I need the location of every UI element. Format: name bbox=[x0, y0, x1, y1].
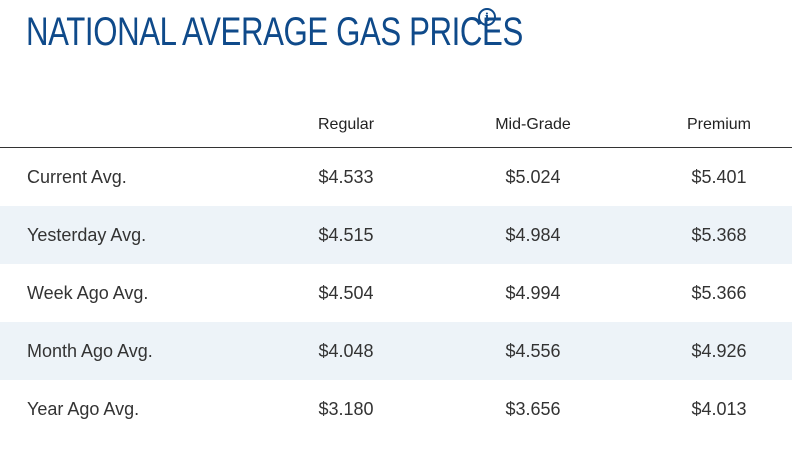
cell-mid-grade: $5.024 bbox=[505, 167, 561, 187]
cell-mid-grade: $4.994 bbox=[505, 283, 561, 303]
cell-premium: $4.013 bbox=[691, 399, 747, 419]
column-header-regular: Regular bbox=[317, 116, 375, 133]
page-title: NATIONAL AVERAGE GAS PRICES bbox=[26, 10, 523, 54]
row-label: Year Ago Avg. bbox=[27, 399, 140, 419]
table-row: Year Ago Avg. $3.180 $3.656 $4.013 bbox=[0, 380, 792, 438]
column-header-premium: Premium bbox=[686, 116, 751, 133]
table-row: Current Avg. $4.533 $5.024 $5.401 bbox=[0, 148, 792, 206]
table-row: Month Ago Avg. $4.048 $4.556 $4.926 bbox=[0, 322, 792, 380]
cell-premium: $5.366 bbox=[691, 283, 747, 303]
row-label: Yesterday Avg. bbox=[27, 225, 147, 245]
cell-premium: $5.401 bbox=[691, 167, 747, 187]
table-header: Regular Mid-Grade Premium bbox=[0, 104, 792, 148]
cell-regular: $4.515 bbox=[318, 225, 374, 245]
row-label: Current Avg. bbox=[27, 167, 127, 187]
row-label: Month Ago Avg. bbox=[27, 341, 153, 361]
column-header-mid-grade: Mid-Grade bbox=[495, 116, 571, 133]
cell-regular: $4.533 bbox=[318, 167, 374, 187]
cell-mid-grade: $4.556 bbox=[505, 341, 561, 361]
info-glyph: i bbox=[484, 10, 490, 24]
cell-premium: $5.368 bbox=[691, 225, 747, 245]
table-row: Week Ago Avg. $4.504 $4.994 $5.366 bbox=[0, 264, 792, 322]
cell-regular: $4.504 bbox=[318, 283, 374, 303]
cell-premium: $4.926 bbox=[691, 341, 747, 361]
row-label: Week Ago Avg. bbox=[27, 283, 149, 303]
cell-mid-grade: $4.984 bbox=[505, 225, 561, 245]
title-row: NATIONAL AVERAGE GAS PRICES bbox=[26, 6, 663, 58]
gas-prices-table: Regular Mid-Grade Premium Current Avg. $… bbox=[0, 104, 792, 438]
cell-regular: $4.048 bbox=[318, 341, 374, 361]
table-row: Yesterday Avg. $4.515 $4.984 $5.368 bbox=[0, 206, 792, 264]
info-icon[interactable]: i bbox=[478, 8, 496, 26]
cell-regular: $3.180 bbox=[318, 399, 374, 419]
cell-mid-grade: $3.656 bbox=[505, 399, 561, 419]
